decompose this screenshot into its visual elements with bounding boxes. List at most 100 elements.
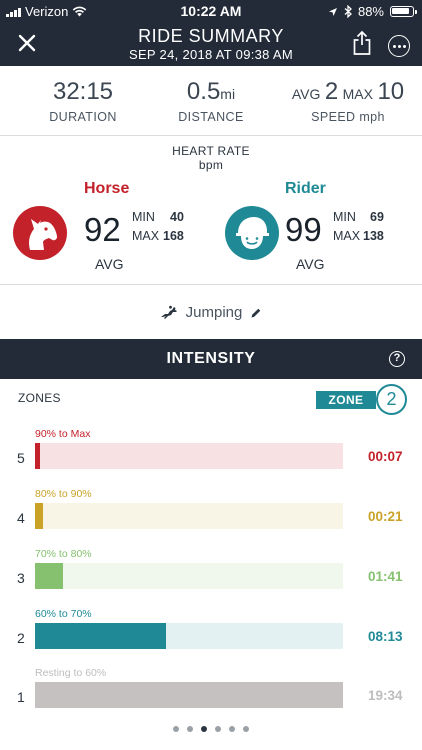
speed-max-label: MAX xyxy=(342,86,373,102)
heart-rate-title: HEART RATE bpm xyxy=(0,144,422,172)
ride-stats: 32:15 DURATION 0.5mi DISTANCE AVG 2 MAX … xyxy=(0,66,422,136)
distance-unit: mi xyxy=(220,86,236,102)
horse-head-icon xyxy=(29,219,58,250)
speed-avg-value: 2 xyxy=(324,78,339,105)
speed-max-value: 10 xyxy=(377,78,405,105)
status-time: 10:22 AM xyxy=(180,3,242,19)
horse-avg-label: AVG xyxy=(95,256,124,272)
rider-avg-label: AVG xyxy=(296,256,325,272)
zone-time: 00:07 xyxy=(368,449,403,464)
horse-label: Horse xyxy=(84,180,130,197)
horse-max-value: 168 xyxy=(163,229,184,243)
zone-bar-track xyxy=(35,503,343,529)
pencil-icon[interactable] xyxy=(250,307,262,319)
zone-row[interactable]: Resting to 60% 1 19:34 xyxy=(0,667,422,715)
zone-bar-fill xyxy=(35,563,63,589)
page-dot[interactable] xyxy=(243,726,249,732)
zone-range-label: 60% to 70% xyxy=(35,608,92,620)
speed-label: SPEED mph xyxy=(311,110,385,124)
activity-label: Jumping xyxy=(185,304,243,321)
header-bar: Verizon 10:22 AM 88% RIDE SUMMARY SEP 24… xyxy=(0,0,422,66)
more-options-button[interactable] xyxy=(388,35,410,57)
zone-selector[interactable]: ZONE 2 xyxy=(316,384,407,415)
zone-bar-track xyxy=(35,623,343,649)
zone-number: 5 xyxy=(17,450,25,466)
bluetooth-icon xyxy=(344,5,352,18)
intensity-header: INTENSITY ? xyxy=(0,339,422,379)
zone-range-label: 80% to 90% xyxy=(35,488,92,500)
zone-bar-fill xyxy=(35,623,166,649)
zone-row[interactable]: 70% to 80% 3 01:41 xyxy=(0,548,422,596)
rider-avg-bpm: 99 xyxy=(285,211,322,248)
rider-max: MAX 138 xyxy=(333,229,384,243)
status-right: 88% xyxy=(328,4,417,19)
zone-badge-value: 2 xyxy=(376,384,407,415)
rider-avatar xyxy=(225,206,279,260)
rider-max-value: 138 xyxy=(363,229,384,243)
horse-min-label: MIN xyxy=(132,210,155,224)
status-left: Verizon xyxy=(6,4,87,19)
horse-min: MIN 40 xyxy=(132,210,184,224)
horse-min-value: 40 xyxy=(170,210,184,224)
rider-label: Rider xyxy=(285,180,326,197)
page-dot[interactable] xyxy=(201,726,207,732)
location-arrow-icon xyxy=(328,7,337,16)
zone-bar-fill xyxy=(35,682,343,708)
activity-type-row[interactable]: Jumping xyxy=(0,286,422,339)
zone-range-label: Resting to 60% xyxy=(35,667,107,679)
zone-bar-fill xyxy=(35,443,40,469)
zone-row[interactable]: 60% to 70% 2 08:13 xyxy=(0,608,422,656)
carrier-label: Verizon xyxy=(25,4,69,19)
distance-value: 0.5 xyxy=(186,78,221,105)
zone-time: 00:21 xyxy=(368,509,403,524)
zone-time: 01:41 xyxy=(368,569,403,584)
page-dot[interactable] xyxy=(215,726,221,732)
heart-rate-heading: HEART RATE xyxy=(172,144,250,158)
duration-stat: 32:15 DURATION xyxy=(28,78,138,124)
page-dot[interactable] xyxy=(173,726,179,732)
horse-max: MAX 168 xyxy=(132,229,184,243)
intensity-title: INTENSITY xyxy=(166,350,256,367)
share-button[interactable] xyxy=(350,30,374,56)
share-icon xyxy=(353,30,371,55)
heart-rate-section: HEART RATE bpm Horse 92 MIN 40 MAX 168 A… xyxy=(0,137,422,285)
horse-avatar xyxy=(13,206,67,260)
rider-min: MIN 69 xyxy=(333,210,384,224)
signal-icon xyxy=(6,7,21,17)
page-indicator[interactable] xyxy=(0,726,422,732)
rider-helmet-icon xyxy=(236,217,269,249)
zones-label: ZONES xyxy=(18,391,61,405)
zone-bar-fill xyxy=(35,503,43,529)
help-icon[interactable]: ? xyxy=(389,351,405,367)
rider-max-label: MAX xyxy=(333,229,361,243)
zone-time: 19:34 xyxy=(368,688,403,703)
speed-avg-label: AVG xyxy=(291,86,321,102)
battery-icon xyxy=(390,6,417,17)
zone-range-label: 90% to Max xyxy=(35,428,91,440)
close-button[interactable] xyxy=(14,30,40,56)
page-dot[interactable] xyxy=(187,726,193,732)
zone-row[interactable]: 80% to 90% 4 00:21 xyxy=(0,488,422,536)
zone-badge-label: ZONE xyxy=(316,391,376,409)
zone-bar-track xyxy=(35,563,343,589)
zone-number: 3 xyxy=(17,570,25,586)
jumping-horse-icon xyxy=(160,305,177,319)
zone-number: 4 xyxy=(17,510,25,526)
rider-min-value: 69 xyxy=(370,210,384,224)
distance-label: DISTANCE xyxy=(178,110,244,124)
heart-rate-unit: bpm xyxy=(198,158,224,172)
zone-row[interactable]: 90% to Max 5 00:07 xyxy=(0,428,422,476)
wifi-icon xyxy=(73,6,87,17)
zone-number: 1 xyxy=(17,689,25,705)
distance-stat: 0.5mi DISTANCE xyxy=(156,78,266,124)
duration-value: 32:15 xyxy=(52,78,114,105)
rider-min-label: MIN xyxy=(333,210,356,224)
duration-label: DURATION xyxy=(49,110,117,124)
page-dot[interactable] xyxy=(229,726,235,732)
status-bar: Verizon 10:22 AM 88% xyxy=(0,0,422,22)
horse-avg-bpm: 92 xyxy=(84,211,121,248)
battery-percent: 88% xyxy=(357,4,384,19)
zone-range-label: 70% to 80% xyxy=(35,548,92,560)
zone-bar-track xyxy=(35,682,343,708)
zone-time: 08:13 xyxy=(368,629,403,644)
